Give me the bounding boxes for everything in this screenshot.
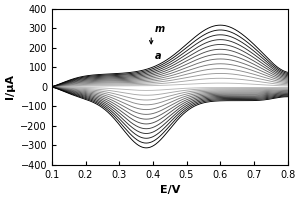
X-axis label: E/V: E/V: [160, 185, 180, 195]
Text: m: m: [154, 24, 165, 34]
Y-axis label: I/μA: I/μA: [5, 74, 15, 99]
Text: a: a: [154, 51, 161, 61]
